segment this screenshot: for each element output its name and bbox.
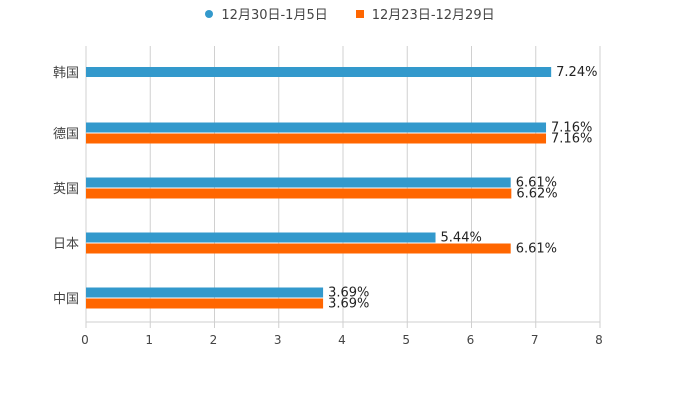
value-label-1-0: 7.16% — [551, 121, 592, 136]
bar-4-1[interactable] — [86, 298, 324, 309]
legend-marker-series-2 — [355, 9, 364, 18]
value-label-4-1: 3.69% — [328, 297, 369, 312]
value-label-2-0: 6.61% — [516, 176, 557, 191]
bar-0-0[interactable] — [86, 67, 552, 77]
category-label-1: 德国 — [53, 127, 79, 142]
legend-label-series-2: 12月23日-12月29日 — [371, 8, 495, 23]
x-tick-label-1: 1 — [145, 333, 153, 347]
x-tick-label-0: 0 — [81, 333, 89, 347]
x-tick-label-6: 6 — [467, 333, 475, 347]
bar-1-0[interactable] — [86, 122, 547, 133]
category-label-0: 韩国 — [53, 66, 79, 81]
value-label-1-1: 7.16% — [551, 132, 592, 147]
bar-2-1[interactable] — [86, 188, 512, 199]
value-label-2-1: 6.62% — [516, 187, 557, 202]
value-label-3-0: 5.44% — [441, 231, 482, 246]
x-tick-label-8: 8 — [595, 333, 603, 347]
legend: 12月30日-1月5日 12月23日-12月29日 — [0, 4, 700, 23]
bar-3-0[interactable] — [86, 232, 436, 243]
category-label-4: 中国 — [53, 292, 79, 307]
category-label-3: 日本 — [53, 237, 79, 252]
legend-label-series-1: 12月30日-1月5日 — [221, 8, 328, 23]
x-tick-label-5: 5 — [402, 333, 410, 347]
x-tick-label-4: 4 — [338, 333, 346, 347]
legend-marker-series-1 — [205, 9, 214, 18]
bar-3-1[interactable] — [86, 243, 511, 254]
x-tick-label-7: 7 — [531, 333, 539, 347]
value-label-4-0: 3.69% — [328, 286, 369, 301]
bar-2-0[interactable] — [86, 177, 511, 188]
x-tick-label-2: 2 — [210, 333, 218, 347]
x-tick-label-3: 3 — [274, 333, 282, 347]
legend-item-series-2[interactable]: 12月23日-12月29日 — [355, 4, 495, 23]
legend-item-series-1[interactable]: 12月30日-1月5日 — [205, 4, 328, 23]
value-label-3-1: 6.61% — [516, 242, 557, 257]
value-label-0-0: 7.24% — [556, 65, 597, 80]
bar-1-1[interactable] — [86, 133, 547, 144]
bar-4-0[interactable] — [86, 287, 324, 298]
category-label-2: 英国 — [53, 182, 79, 197]
